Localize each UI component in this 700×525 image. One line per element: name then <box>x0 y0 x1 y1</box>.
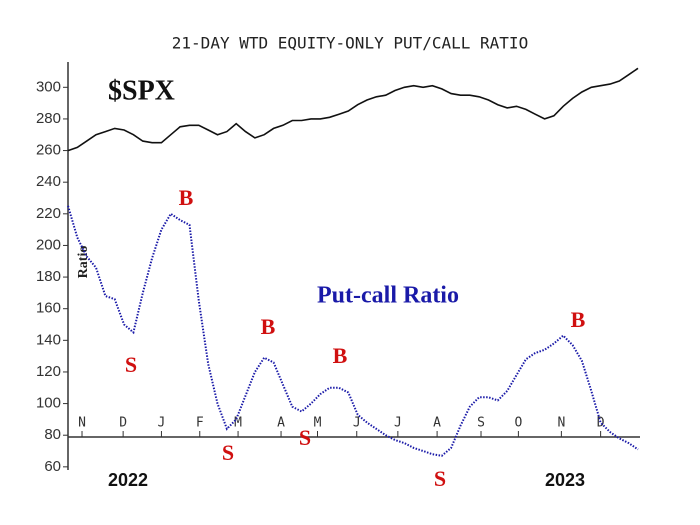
signal-annotation: S <box>299 425 311 450</box>
year-label: 2022 <box>108 470 148 490</box>
y-tick-label: 120 <box>36 363 61 380</box>
y-tick-label: 280 <box>36 110 61 127</box>
series-label: Put-call Ratio <box>317 283 459 309</box>
x-tick-label: J <box>158 416 166 431</box>
x-tick-label: F <box>196 416 204 431</box>
y-tick-label: 200 <box>36 236 61 253</box>
y-tick-label: 260 <box>36 142 61 159</box>
y-tick-label: 180 <box>36 268 61 285</box>
x-tick-label: J <box>394 416 402 431</box>
x-tick-label: O <box>514 416 522 431</box>
signal-annotation: B <box>333 343 348 368</box>
y-tick-label: 100 <box>36 395 61 412</box>
signal-annotation: S <box>125 352 137 377</box>
plot-area <box>67 61 641 471</box>
y-tick-label: 220 <box>36 205 61 222</box>
signal-annotation: B <box>179 185 194 210</box>
signal-annotation: S <box>434 466 446 491</box>
x-tick-label: M <box>314 416 322 431</box>
series-label: $SPX <box>108 75 175 106</box>
x-tick-label: J <box>353 416 361 431</box>
chart-title: 21-DAY WTD EQUITY-ONLY PUT/CALL RATIO <box>172 34 528 53</box>
year-label: 2023 <box>545 470 585 490</box>
x-tick-label: S <box>477 416 485 431</box>
signal-annotation: B <box>571 307 586 332</box>
x-tick-label: D <box>119 416 127 431</box>
x-tick-label: M <box>234 416 242 431</box>
y-axis-label: Ratio <box>76 246 91 279</box>
x-tick-label: N <box>557 416 565 431</box>
x-tick-label: D <box>597 416 605 431</box>
series-line <box>67 205 639 457</box>
y-tick-label: 80 <box>44 426 61 443</box>
y-tick-label: 140 <box>36 331 61 348</box>
series-line <box>67 67 639 152</box>
y-tick-label: 240 <box>36 173 61 190</box>
x-tick-label: N <box>78 416 86 431</box>
y-tick-label: 300 <box>36 78 61 95</box>
y-tick-label: 60 <box>44 458 61 475</box>
y-tick-label: 160 <box>36 300 61 317</box>
signal-annotation: B <box>261 314 276 339</box>
x-tick-label: A <box>277 416 285 431</box>
signal-annotation: S <box>222 440 234 465</box>
x-tick-label: A <box>433 416 441 431</box>
